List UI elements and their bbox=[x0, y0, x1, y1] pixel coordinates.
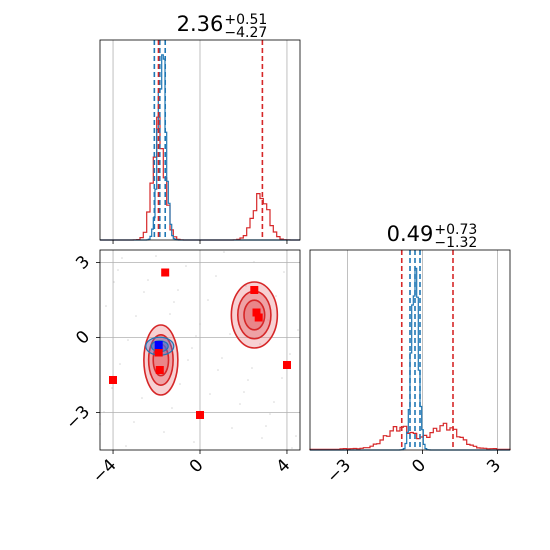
joint-sample-point bbox=[191, 347, 193, 349]
joint-sample-point bbox=[185, 265, 187, 267]
joint-sample-point bbox=[111, 387, 113, 389]
joint-sample-point bbox=[243, 391, 245, 393]
joint-sample-point bbox=[245, 285, 247, 287]
joint-sample-point bbox=[273, 401, 275, 403]
joint-red-point bbox=[154, 348, 163, 357]
joint-sample-point bbox=[119, 363, 121, 365]
joint-red-point bbox=[196, 411, 204, 419]
joint-sample-point bbox=[297, 329, 299, 331]
joint-red-point bbox=[109, 376, 117, 384]
joint-panel: −4 0 4 −3 0 3 bbox=[62, 249, 301, 487]
joint-sample-point bbox=[247, 379, 249, 381]
joint-sample-point bbox=[171, 407, 173, 409]
y-hist-x-tick-label: −3 bbox=[323, 455, 355, 487]
joint-sample-point bbox=[215, 275, 217, 277]
x-hist-title-sub: −4.27 bbox=[224, 25, 267, 41]
joint-sample-point bbox=[173, 301, 175, 303]
joint-red-point bbox=[283, 361, 291, 369]
joint-sample-point bbox=[155, 255, 157, 257]
joint-y-tick-label: 0 bbox=[72, 327, 94, 349]
joint-sample-point bbox=[291, 447, 293, 449]
joint-red-point bbox=[252, 308, 261, 317]
y-hist-panel: −3 0 3 0.49 +0.73 −1.32 bbox=[309, 222, 511, 487]
joint-sample-point bbox=[207, 299, 209, 301]
y-hist-red-histogram bbox=[309, 422, 511, 450]
joint-sample-point bbox=[117, 269, 119, 271]
y-hist-x-tick-label: 0 bbox=[408, 455, 430, 477]
joint-sample-point bbox=[193, 441, 195, 443]
joint-sample-point bbox=[217, 369, 219, 371]
joint-x-tick-label: −4 bbox=[89, 455, 121, 487]
joint-sample-point bbox=[125, 445, 127, 447]
x-hist-title-sup: +0.51 bbox=[224, 12, 267, 28]
x-hist-title: 2.36 bbox=[177, 12, 224, 36]
joint-sample-point bbox=[269, 413, 271, 415]
joint-sample-point bbox=[231, 427, 233, 429]
joint-sample-point bbox=[177, 289, 179, 291]
joint-sample-point bbox=[261, 437, 263, 439]
joint-sample-point bbox=[195, 335, 197, 337]
joint-sample-point bbox=[187, 359, 189, 361]
joint-red-point bbox=[254, 313, 263, 322]
x-hist-panel: 2.36 +0.51 −4.27 bbox=[99, 12, 301, 244]
joint-sample-point bbox=[229, 333, 231, 335]
joint-sample-point bbox=[179, 383, 181, 385]
joint-sample-point bbox=[223, 251, 225, 253]
joint-sample-point bbox=[289, 353, 291, 355]
y-hist-x-tick-label: 3 bbox=[483, 455, 505, 477]
joint-sample-point bbox=[199, 323, 201, 325]
joint-red-point bbox=[161, 268, 170, 277]
joint-sample-point bbox=[221, 357, 223, 359]
joint-sample-point bbox=[103, 411, 105, 413]
joint-sample-point bbox=[265, 425, 267, 427]
joint-sample-point bbox=[163, 431, 165, 433]
joint-sample-point bbox=[259, 343, 261, 345]
joint-sample-point bbox=[295, 435, 297, 437]
joint-red-point bbox=[155, 366, 164, 374]
joint-sample-point bbox=[239, 403, 241, 405]
joint-sample-point bbox=[143, 291, 145, 293]
joint-sample-point bbox=[113, 281, 115, 283]
joint-sample-point bbox=[251, 367, 253, 369]
joint-sample-point bbox=[209, 393, 211, 395]
y-hist-title: 0.49 bbox=[387, 222, 434, 246]
joint-sample-point bbox=[147, 279, 149, 281]
joint-x-tick-label: 0 bbox=[186, 455, 208, 477]
joint-sample-point bbox=[121, 257, 123, 259]
joint-sample-point bbox=[253, 261, 255, 263]
joint-sample-point bbox=[275, 295, 277, 297]
joint-y-tick-label: −3 bbox=[62, 402, 94, 434]
y-hist-frame bbox=[309, 249, 511, 451]
joint-sample-point bbox=[105, 305, 107, 307]
joint-blue-point bbox=[154, 341, 163, 349]
joint-red-point bbox=[250, 286, 259, 294]
joint-sample-point bbox=[141, 397, 143, 399]
joint-x-tick-label: 4 bbox=[273, 455, 295, 477]
joint-sample-point bbox=[281, 377, 283, 379]
joint-sample-point bbox=[283, 271, 285, 273]
joint-sample-point bbox=[133, 421, 135, 423]
joint-sample-point bbox=[135, 315, 137, 317]
joint-sample-point bbox=[127, 339, 129, 341]
y-hist-title-sub: −1.32 bbox=[434, 235, 477, 251]
joint-sample-point bbox=[169, 313, 171, 315]
y-hist-title-sup: +0.73 bbox=[434, 222, 477, 238]
joint-y-tick-label: 3 bbox=[72, 252, 94, 274]
